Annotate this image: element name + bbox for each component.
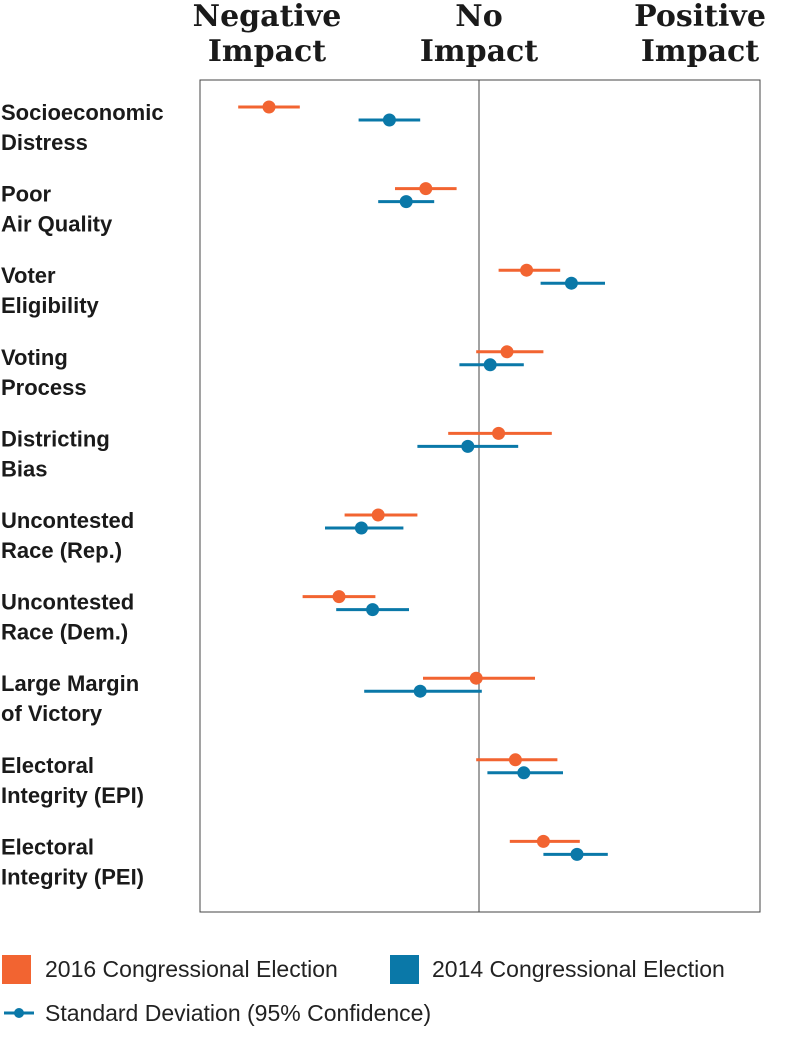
point-s1-row-1 <box>262 100 276 114</box>
point-s2-row-2 <box>399 195 413 209</box>
plot-frame <box>199 79 761 913</box>
category-label-7-line-1: Uncontested <box>1 590 134 615</box>
category-label-6-line-2: Race (Rep.) <box>1 538 122 563</box>
point-s2-row-5 <box>461 439 475 453</box>
category-label-10-line-2: Integrity (PEI) <box>1 864 144 889</box>
category-label-3-line-1: Voter <box>1 263 56 288</box>
category-label-8-line-2: of Victory <box>1 701 103 726</box>
category-label-1-line-1: Socioeconomic <box>1 100 164 125</box>
header-negative-line-1: Negative <box>193 0 342 34</box>
point-s2-row-9 <box>517 766 531 780</box>
point-s1-row-5 <box>492 426 506 440</box>
category-label-4-line-1: Voting <box>1 345 68 370</box>
category-label-3-line-2: Eligibility <box>1 293 100 318</box>
category-label-8-line-1: Large Margin <box>1 671 139 696</box>
point-s2-row-4 <box>483 358 497 372</box>
legend-swatch-2016 <box>2 955 31 984</box>
point-s2-row-6 <box>354 521 368 535</box>
header-positive-line-1: Positive <box>634 0 766 34</box>
category-label-9-line-2: Integrity (EPI) <box>1 783 144 808</box>
header-none-line-2: Impact <box>420 34 538 69</box>
legend-label-2016: 2016 Congressional Election <box>45 956 338 982</box>
category-label-7-line-2: Race (Dem.) <box>1 620 128 645</box>
point-s1-row-2 <box>419 182 433 196</box>
point-s2-row-1 <box>382 113 396 127</box>
header-positive-line-2: Impact <box>641 34 759 69</box>
point-s2-row-10 <box>570 847 584 861</box>
category-label-1-line-2: Distress <box>1 130 88 155</box>
point-s1-row-4 <box>500 345 514 359</box>
point-s1-row-8 <box>469 671 483 685</box>
category-label-5-line-1: Districting <box>1 426 110 451</box>
category-label-5-line-2: Bias <box>1 456 47 481</box>
point-s1-row-3 <box>520 263 534 277</box>
point-s1-row-7 <box>332 590 346 604</box>
category-label-2-line-2: Air Quality <box>1 212 113 237</box>
legend-label-2014: 2014 Congressional Election <box>432 956 725 982</box>
header-negative-line-2: Impact <box>208 34 326 69</box>
category-label-4-line-2: Process <box>1 375 87 400</box>
point-s2-row-3 <box>564 276 578 290</box>
point-s2-row-7 <box>366 603 380 617</box>
point-s2-row-8 <box>413 684 427 698</box>
point-s1-row-6 <box>371 508 385 522</box>
category-label-10-line-1: Electoral <box>1 834 94 859</box>
category-label-2-line-1: Poor <box>1 182 52 207</box>
category-label-9-line-1: Electoral <box>1 753 94 778</box>
point-s1-row-9 <box>508 753 522 767</box>
header-none-line-1: No <box>455 0 502 34</box>
category-label-6-line-1: Uncontested <box>1 508 134 533</box>
legend-swatch-2014 <box>390 955 419 984</box>
legend-label-std-dev: Standard Deviation (95% Confidence) <box>45 1000 431 1026</box>
legend-std-dev-dot <box>14 1008 24 1018</box>
point-s1-row-10 <box>536 834 550 848</box>
